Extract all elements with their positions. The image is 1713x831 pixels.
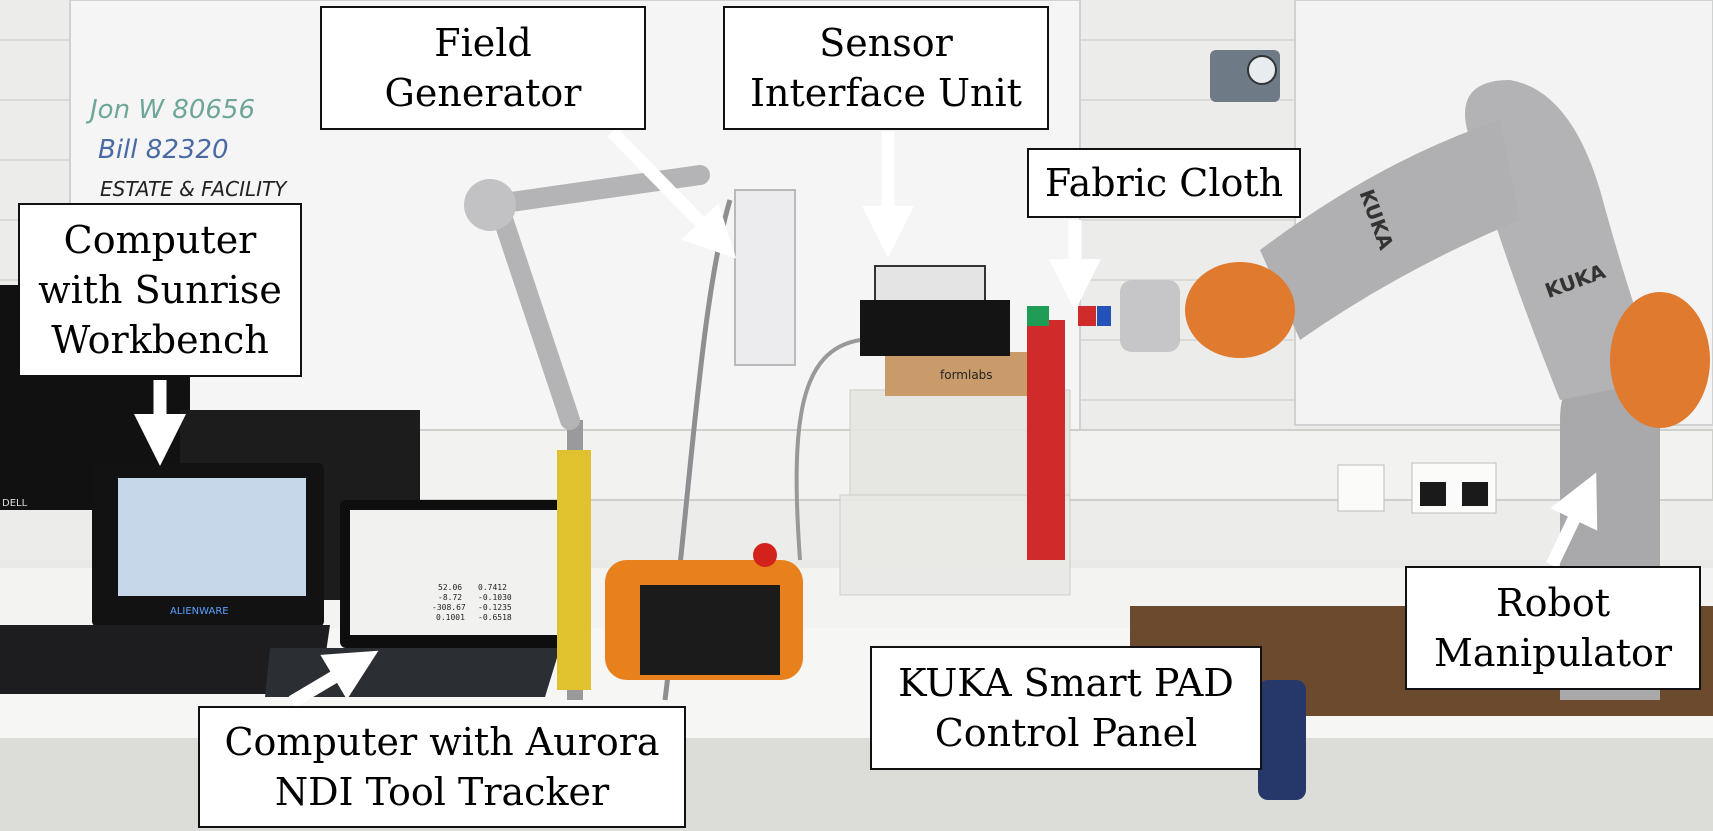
computer-aurora-label-line-1: Computer with Aurora	[224, 720, 660, 764]
tracker-readout: 52.06 0.7412 -8.72 -0.1030 -308.67 -0.12…	[432, 583, 512, 622]
sensor-interface-unit-label-line-1: Sensor	[819, 21, 953, 65]
field-generator-label: Field Generator	[320, 6, 646, 130]
arrow-computer-aurora	[288, 650, 379, 708]
arrow-field-generator	[607, 127, 737, 259]
plug-1	[1420, 482, 1446, 506]
sensor-interface-unit-label-line-2: Interface Unit	[750, 71, 1022, 115]
sensor-interface-box	[860, 300, 1010, 356]
robot-forearm	[1260, 120, 1520, 340]
field-generator-box	[734, 189, 796, 366]
computer-aurora-label-line-2: NDI Tool Tracker	[274, 770, 610, 814]
readout-r1-c1: 52.06	[438, 583, 462, 592]
sensor-tip-blue	[1097, 306, 1111, 326]
yellow-tape	[557, 450, 591, 690]
sensor-tip-red	[1078, 306, 1096, 326]
readout-r3-c2: -0.1235	[478, 603, 512, 612]
annotation-arrows	[134, 127, 1598, 708]
computer-sunrise-label-line-1: Computer	[63, 218, 257, 262]
robot-manipulator-label-line-1: Robot	[1496, 581, 1610, 625]
emergency-stop	[753, 543, 777, 567]
smart-pad-screen	[640, 585, 780, 675]
robot-orange-wrist	[1185, 262, 1295, 358]
kuka-smart-pad-label: KUKA Smart PAD Control Panel	[870, 646, 1262, 770]
computer-sunrise-label: Computer with Sunrise Workbench	[18, 203, 302, 377]
readout-r3-c1: -308.67	[432, 603, 466, 612]
robot-upper-link	[1465, 80, 1660, 400]
arm-lower-link	[490, 200, 580, 430]
computer-sunrise-label-line-2: with Sunrise	[38, 268, 282, 312]
robot-manipulator-label: Robot Manipulator	[1405, 566, 1701, 690]
computer-aurora-label: Computer with Aurora NDI Tool Tracker	[198, 706, 686, 828]
fabric-cloth-label-line-1: Fabric Cloth	[1044, 161, 1284, 205]
laptop-1-base	[0, 625, 330, 694]
whiteboard-line-1: Jon W 80656	[85, 95, 255, 125]
wall-socket-1	[1337, 464, 1385, 512]
sensor-cables	[794, 338, 861, 561]
readout-r4-c2: -0.6518	[478, 613, 512, 622]
kuka-smart-pad-label-line-2: Control Panel	[934, 711, 1198, 755]
robot-flange	[1120, 280, 1180, 352]
readout-r4-c1: 0.1001	[436, 613, 465, 622]
laptop-2-screen	[350, 510, 558, 635]
fabric-cloth	[1027, 320, 1065, 560]
arrow-robot-manipulator	[1546, 472, 1598, 568]
laptop-1-screen	[118, 478, 306, 596]
field-generator-label-line-2: Generator	[384, 71, 582, 115]
readout-r1-c2: 0.7412	[478, 583, 507, 592]
kuka-smart-pad-label-line-1: KUKA Smart PAD	[898, 661, 1234, 705]
dell-logo-text: DELL	[2, 498, 28, 509]
sensor-interface-unit-label: Sensor Interface Unit	[723, 6, 1049, 130]
whiteboard-line-3: ESTATE & FACILITY	[100, 177, 288, 201]
table-clamp	[1258, 680, 1306, 800]
robot-orange-elbow	[1610, 292, 1710, 428]
sensor-tip-green	[1027, 306, 1049, 326]
formlabs-logo-text: formlabs	[940, 368, 993, 382]
field-generator-label-line-1: Field	[434, 21, 532, 65]
fabric-cloth-label: Fabric Cloth	[1027, 148, 1301, 218]
plug-2	[1462, 482, 1488, 506]
computer-sunrise-label-line-3: Workbench	[51, 318, 269, 362]
alienware-logo-text: ALIENWARE	[170, 606, 229, 617]
sensor-interface-top	[874, 265, 986, 303]
robot-manipulator-label-line-2: Manipulator	[1433, 631, 1673, 675]
pressure-gauge	[1247, 55, 1277, 85]
arm-joint	[464, 179, 516, 231]
formlabs-box	[885, 352, 1045, 396]
readout-r2-c1: -8.72	[438, 593, 462, 602]
whiteboard-line-2: Bill 82320	[98, 135, 228, 165]
readout-r2-c2: -0.1030	[478, 593, 512, 602]
